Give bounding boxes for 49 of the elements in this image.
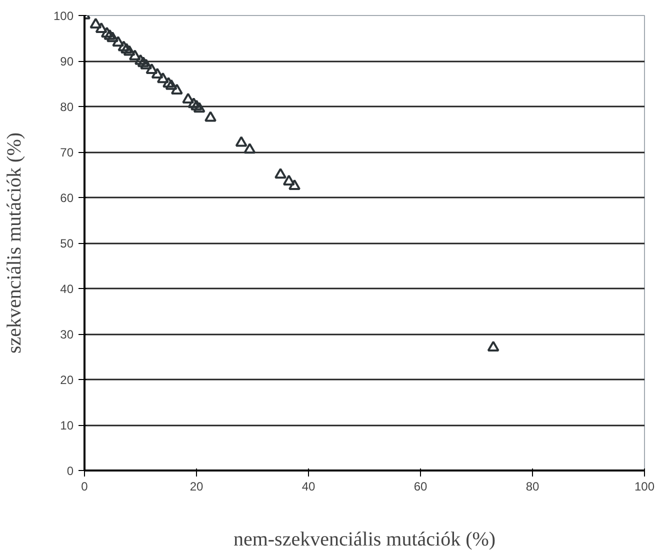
point xyxy=(140,58,152,70)
point xyxy=(204,111,216,122)
point xyxy=(123,45,136,56)
y-tick-label: 0 xyxy=(66,464,74,478)
y-tick-label: 100 xyxy=(53,9,74,23)
y-tick-label: 40 xyxy=(60,282,74,296)
point xyxy=(128,50,141,60)
point xyxy=(156,72,169,84)
point xyxy=(193,102,206,113)
x-tick-label: 80 xyxy=(526,480,540,494)
x-tick-label: 20 xyxy=(190,480,204,494)
point xyxy=(137,56,150,68)
x-tick-label: 60 xyxy=(414,480,428,494)
y-tick-label: 50 xyxy=(60,236,74,250)
point xyxy=(162,76,174,88)
point xyxy=(112,36,124,47)
point xyxy=(146,63,158,74)
point xyxy=(120,42,132,54)
y-tick-label: 80 xyxy=(60,100,74,114)
point xyxy=(104,29,116,40)
point xyxy=(106,31,118,42)
x-tick-label: 100 xyxy=(634,480,655,494)
point xyxy=(487,340,500,352)
x-axis-title: nem-szekvenciális mutációk (%) xyxy=(233,528,496,550)
point xyxy=(244,142,256,154)
point xyxy=(134,54,146,65)
point xyxy=(100,26,113,38)
point xyxy=(182,92,194,104)
point xyxy=(118,40,130,52)
point xyxy=(282,174,295,186)
y-tick-label: 70 xyxy=(60,146,74,160)
point xyxy=(170,84,183,94)
y-axis-title: szekvenciális mutációk (%) xyxy=(3,132,26,354)
point xyxy=(235,136,248,147)
point xyxy=(274,168,286,179)
y-tick-label: 30 xyxy=(60,328,74,342)
point xyxy=(90,18,102,28)
point xyxy=(151,68,164,79)
point xyxy=(190,100,202,110)
point xyxy=(188,97,200,108)
x-tick-label: 0 xyxy=(81,480,88,494)
y-tick-label: 20 xyxy=(60,373,74,387)
y-tick-label: 60 xyxy=(60,191,74,205)
point xyxy=(165,79,178,90)
y-tick-label: 10 xyxy=(60,418,74,432)
point xyxy=(288,179,300,190)
x-tick-label: 40 xyxy=(302,480,316,494)
y-tick-label: 90 xyxy=(60,54,74,68)
point xyxy=(95,22,108,34)
